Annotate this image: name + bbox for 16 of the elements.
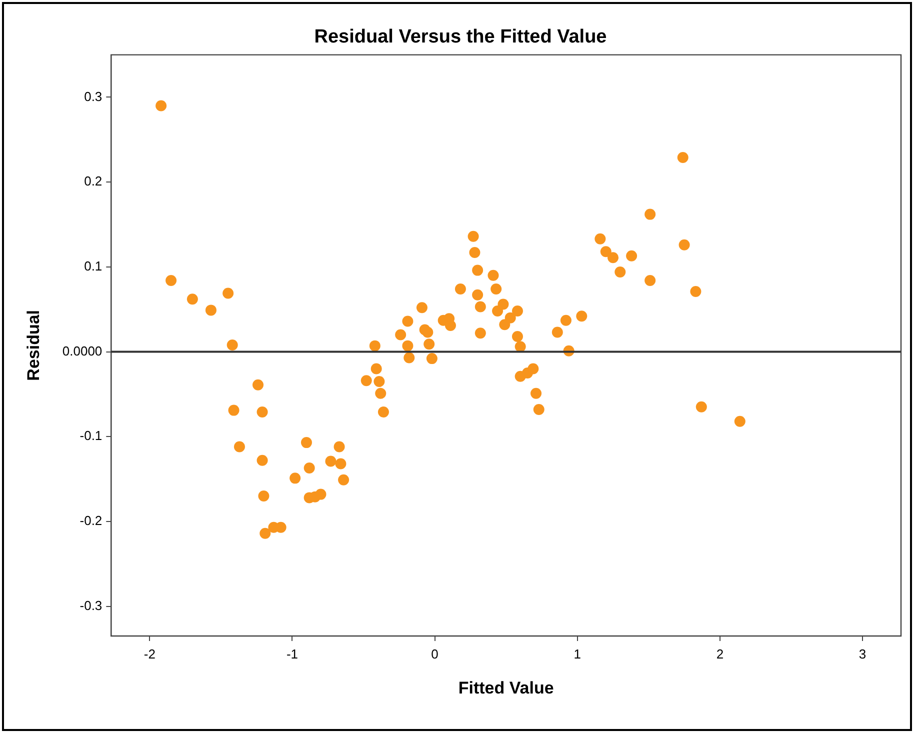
y-tick-label: 0.1	[84, 258, 102, 274]
x-tick-label: 3	[858, 646, 866, 662]
y-tick-label: -0.1	[80, 428, 102, 444]
x-tick-label: 2	[716, 646, 724, 662]
y-tick-label: -0.3	[80, 598, 102, 613]
chart-title: Residual Versus the Fitted Value	[314, 26, 607, 48]
x-tick-label: 0	[431, 646, 438, 662]
y-tick-label: -0.2	[80, 513, 102, 528]
y-tick-label: 0.0000	[62, 343, 102, 358]
y-axis-title: Residual	[24, 310, 43, 381]
x-tick-label: -1	[286, 646, 298, 662]
y-tick-label: 0.2	[84, 174, 102, 189]
x-tick-label: 1	[574, 646, 581, 662]
x-tick-label: -2	[144, 646, 156, 662]
x-axis-title: Fitted Value	[458, 678, 554, 698]
y-tick-label: 0.3	[84, 88, 102, 104]
